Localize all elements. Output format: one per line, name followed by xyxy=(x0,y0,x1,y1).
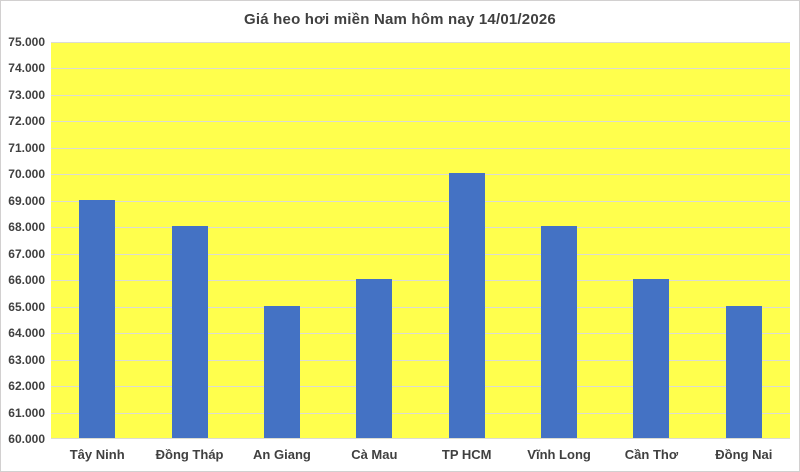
bar-đồng-nai xyxy=(725,305,762,438)
bar-tp-hcm xyxy=(448,173,485,438)
gridline xyxy=(51,306,790,308)
y-tick-label: 60.000 xyxy=(8,432,45,446)
gridline xyxy=(51,333,790,335)
y-tick-label: 69.000 xyxy=(8,193,45,208)
gridline xyxy=(51,68,790,70)
y-tick-label: 68.000 xyxy=(8,220,45,235)
x-tick-label: Đồng Nai xyxy=(715,447,773,462)
x-tick-label: Đồng Tháp xyxy=(155,447,224,462)
gridline xyxy=(51,412,790,414)
plot-area xyxy=(51,42,790,439)
gridline xyxy=(51,42,790,43)
bar-cần-thơ xyxy=(633,279,670,438)
y-tick-label: 74.000 xyxy=(8,61,45,76)
gridline xyxy=(51,147,790,149)
bar-tây-ninh xyxy=(79,199,116,438)
gridline xyxy=(51,174,790,176)
gridline xyxy=(51,386,790,388)
chart-title: Giá heo hơi miền Nam hôm nay 14/01/2026 xyxy=(244,11,556,28)
y-tick-label: 75.000 xyxy=(8,35,45,49)
y-tick-label: 66.000 xyxy=(8,273,45,288)
bar-vĩnh-long xyxy=(541,226,578,438)
y-tick-label: 72.000 xyxy=(8,114,45,129)
x-tick-label: Vĩnh Long xyxy=(527,447,591,462)
y-tick-label: 73.000 xyxy=(8,87,45,102)
bar-đồng-tháp xyxy=(171,226,208,438)
x-tick-label: Cần Thơ xyxy=(624,447,679,462)
x-tick-label: An Giang xyxy=(253,447,311,462)
y-tick-label: 71.000 xyxy=(8,140,45,155)
bar-cà-mau xyxy=(356,279,393,438)
y-tick-label: 61.000 xyxy=(8,405,45,420)
x-tick-label: Cà Mau xyxy=(351,447,398,462)
y-tick-label: 70.000 xyxy=(8,167,45,182)
y-tick-label: 67.000 xyxy=(8,246,45,261)
y-tick-label: 62.000 xyxy=(8,379,45,394)
gridline xyxy=(51,253,790,255)
gridline xyxy=(51,121,790,123)
gridline xyxy=(51,359,790,361)
gridline xyxy=(51,280,790,282)
gridline xyxy=(51,94,790,96)
x-tick-label: TP HCM xyxy=(441,447,492,462)
x-tick-label: Tây Ninh xyxy=(69,447,125,462)
bar-an-giang xyxy=(263,305,300,438)
gridline xyxy=(51,200,790,202)
gridline xyxy=(51,227,790,229)
y-tick-label: 65.000 xyxy=(8,299,45,314)
y-tick-label: 64.000 xyxy=(8,326,45,341)
y-tick-label: 63.000 xyxy=(8,352,45,367)
